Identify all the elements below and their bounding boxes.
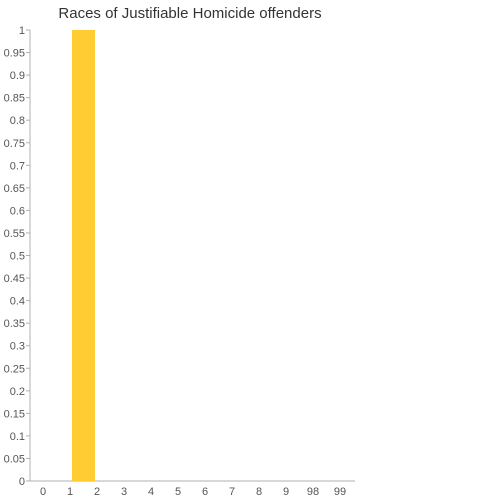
y-tick-label: 0.55 — [4, 228, 25, 240]
x-tick-label: 6 — [202, 486, 208, 498]
y-tick-label: 0.1 — [10, 431, 25, 443]
y-tick-label: 0.05 — [4, 453, 25, 465]
x-tick-label: 7 — [229, 486, 235, 498]
y-tick-label: 0.9 — [10, 70, 25, 82]
bars — [72, 30, 95, 481]
y-tick-label: 0.5 — [10, 251, 25, 263]
y-tick-label: 0.8 — [10, 115, 25, 127]
x-tick-label: 98 — [307, 486, 319, 498]
x-tick-label: 1 — [67, 486, 73, 498]
x-tick-label: 8 — [256, 486, 262, 498]
y-tick-label: 0.7 — [10, 160, 25, 172]
y-tick-label: 0.25 — [4, 363, 25, 375]
y-tick-label: 0.95 — [4, 48, 25, 60]
bar-1 — [72, 30, 95, 481]
y-tick-label: 0.4 — [10, 296, 25, 308]
chart-title: Races of Justifiable Homicide offenders — [58, 5, 321, 22]
x-tick-label: 3 — [121, 486, 127, 498]
y-tick-label: 0.6 — [10, 205, 25, 217]
y-tick-label: 1 — [19, 25, 25, 37]
x-tick-label: 0 — [40, 486, 46, 498]
x-axis: 0 1 2 3 4 5 6 7 8 9 98 99 — [30, 480, 355, 498]
y-tick-label: 0.85 — [4, 93, 25, 105]
y-tick-label: 0.3 — [10, 341, 25, 353]
x-tick-label: 4 — [148, 486, 154, 498]
y-tick-label: 0.75 — [4, 138, 25, 150]
y-tick-label: 0.2 — [10, 386, 25, 398]
x-tick-label: 2 — [94, 486, 100, 498]
y-tick-label: 0.35 — [4, 318, 25, 330]
y-tick-label: 0.15 — [4, 408, 25, 420]
y-axis: 0 0.05 0.1 0.15 0.2 0.25 0.3 0.35 0.4 0.45 0.5 0.55… — [4, 25, 31, 488]
y-tick-label: 0.45 — [4, 273, 25, 285]
y-tick-label: 0.65 — [4, 183, 25, 195]
x-tick-label: 99 — [334, 486, 346, 498]
y-tick-label: 0 — [19, 476, 25, 488]
x-tick-label: 5 — [175, 486, 181, 498]
x-tick-label: 9 — [283, 486, 289, 498]
